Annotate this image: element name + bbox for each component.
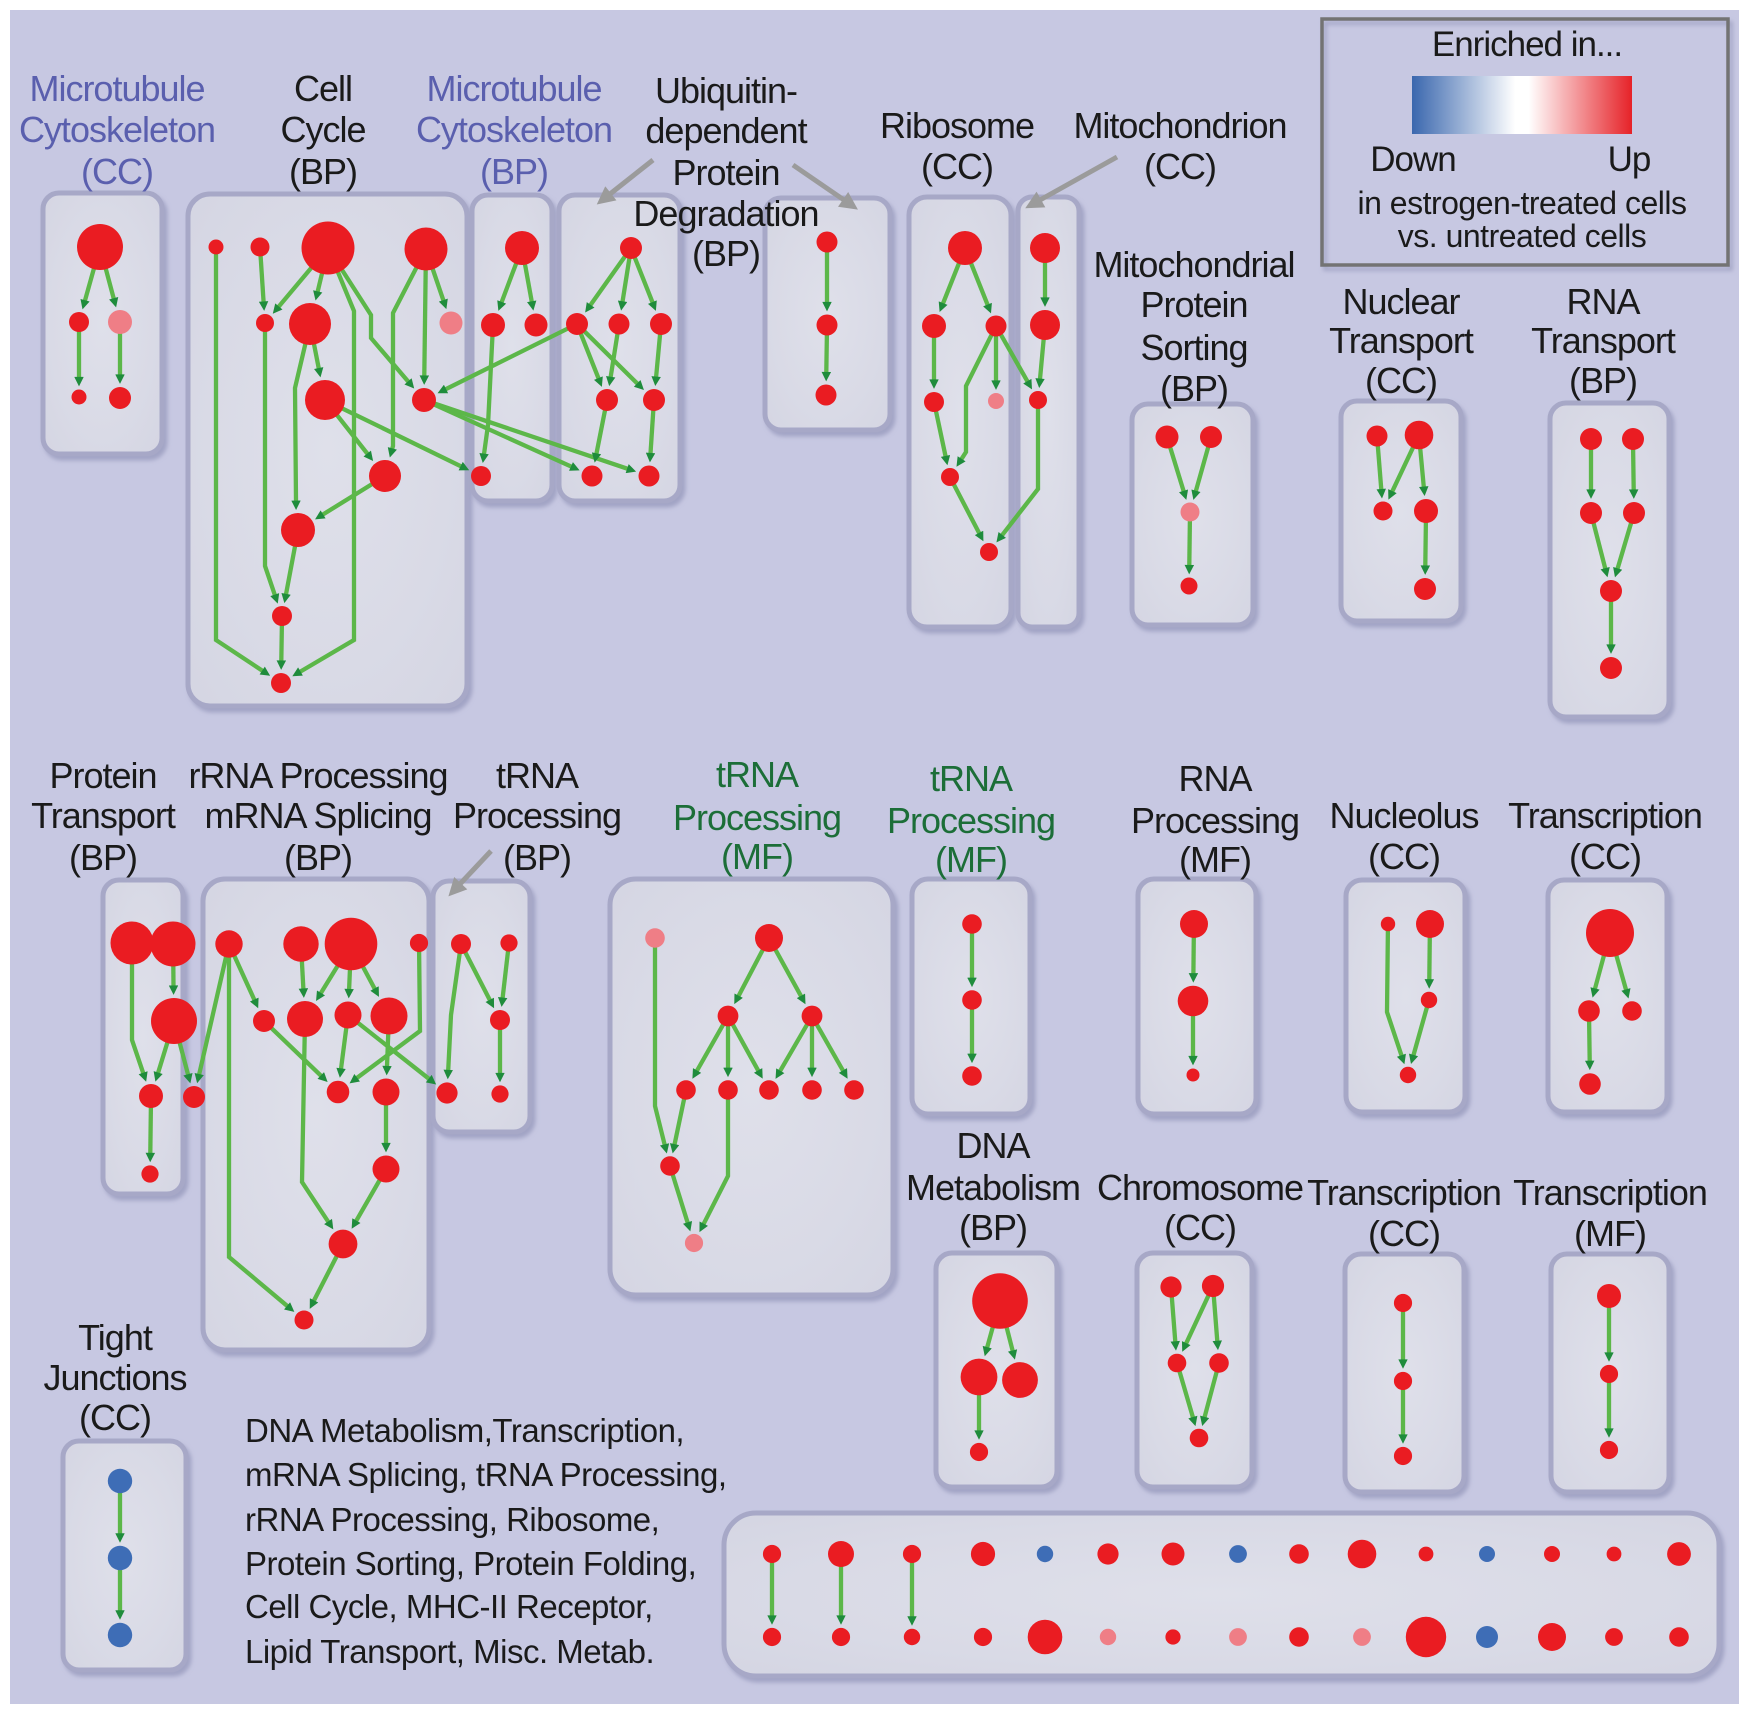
svg-text:RNA: RNA xyxy=(1566,281,1640,322)
svg-text:Chromosome: Chromosome xyxy=(1097,1167,1303,1208)
svg-text:Cell Cycle, MHC-II Receptor,: Cell Cycle, MHC-II Receptor, xyxy=(245,1588,653,1625)
svg-text:(BP): (BP) xyxy=(69,837,137,878)
svg-text:tRNA: tRNA xyxy=(930,758,1013,799)
svg-text:(BP): (BP) xyxy=(959,1207,1027,1248)
svg-text:(CC): (CC) xyxy=(1368,836,1440,877)
svg-text:Microtubule: Microtubule xyxy=(29,68,204,109)
svg-text:(CC): (CC) xyxy=(1365,360,1437,401)
svg-text:Nucleolus: Nucleolus xyxy=(1329,795,1478,836)
svg-text:DNA Metabolism,Transcription,: DNA Metabolism,Transcription, xyxy=(245,1412,684,1449)
svg-text:Enriched in...: Enriched in... xyxy=(1432,25,1622,64)
svg-text:(BP): (BP) xyxy=(1160,368,1228,409)
svg-text:Cell: Cell xyxy=(294,68,352,109)
svg-text:(BP): (BP) xyxy=(289,151,357,192)
svg-text:Cycle: Cycle xyxy=(280,109,365,150)
svg-text:Mitochondrion: Mitochondrion xyxy=(1073,105,1286,146)
svg-text:tRNA: tRNA xyxy=(496,755,579,796)
svg-text:mRNA Splicing: mRNA Splicing xyxy=(204,795,431,836)
svg-text:Junctions: Junctions xyxy=(43,1357,186,1398)
svg-text:Processing: Processing xyxy=(673,797,841,838)
svg-text:Transport: Transport xyxy=(31,795,176,836)
svg-text:Transport: Transport xyxy=(1531,320,1676,361)
svg-text:Sorting: Sorting xyxy=(1140,327,1247,368)
svg-text:Tight: Tight xyxy=(78,1317,153,1358)
svg-text:(BP): (BP) xyxy=(284,837,352,878)
svg-text:(MF): (MF) xyxy=(935,839,1007,880)
svg-text:(BP): (BP) xyxy=(1569,360,1637,401)
svg-text:(CC): (CC) xyxy=(1144,146,1216,187)
svg-text:Lipid Transport, Misc. Metab.: Lipid Transport, Misc. Metab. xyxy=(245,1633,654,1670)
svg-text:Transcription: Transcription xyxy=(1508,795,1702,836)
svg-text:Microtubule: Microtubule xyxy=(426,68,601,109)
svg-text:rRNA Processing: rRNA Processing xyxy=(188,755,447,796)
svg-text:(BP): (BP) xyxy=(480,151,548,192)
svg-text:RNA: RNA xyxy=(1178,758,1252,799)
svg-text:Metabolism: Metabolism xyxy=(906,1167,1080,1208)
svg-text:mRNA Splicing, tRNA Processing: mRNA Splicing, tRNA Processing, xyxy=(245,1456,727,1493)
svg-text:(BP): (BP) xyxy=(503,837,571,878)
svg-text:Protein Sorting, Protein Foldi: Protein Sorting, Protein Folding, xyxy=(245,1545,696,1582)
svg-text:(MF): (MF) xyxy=(721,836,793,877)
svg-text:Transport: Transport xyxy=(1329,320,1474,361)
svg-text:Protein: Protein xyxy=(1140,284,1247,325)
svg-text:tRNA: tRNA xyxy=(716,754,799,795)
svg-text:DNA: DNA xyxy=(956,1125,1030,1166)
svg-text:(CC): (CC) xyxy=(79,1397,151,1438)
svg-text:Processing: Processing xyxy=(453,795,621,836)
svg-text:Processing: Processing xyxy=(887,800,1055,841)
svg-text:in estrogen-treated cells: in estrogen-treated cells xyxy=(1357,185,1686,221)
svg-text:(CC): (CC) xyxy=(1569,836,1641,877)
svg-text:dependent: dependent xyxy=(645,110,807,151)
svg-text:(MF): (MF) xyxy=(1574,1213,1646,1254)
svg-text:Ubiquitin-: Ubiquitin- xyxy=(655,70,797,111)
svg-text:Cytoskeleton: Cytoskeleton xyxy=(416,109,612,150)
svg-text:Up: Up xyxy=(1608,140,1651,179)
svg-text:Cytoskeleton: Cytoskeleton xyxy=(19,109,215,150)
svg-text:Ribosome: Ribosome xyxy=(880,105,1034,146)
svg-text:(CC): (CC) xyxy=(1368,1213,1440,1254)
svg-text:Protein: Protein xyxy=(49,755,156,796)
svg-text:vs. untreated cells: vs. untreated cells xyxy=(1398,218,1646,254)
svg-text:Transcription: Transcription xyxy=(1513,1172,1707,1213)
svg-text:Degradation: Degradation xyxy=(633,193,818,234)
svg-text:(BP): (BP) xyxy=(692,233,760,274)
svg-text:rRNA Processing, Ribosome,: rRNA Processing, Ribosome, xyxy=(245,1501,659,1538)
svg-text:Nuclear: Nuclear xyxy=(1342,281,1460,322)
svg-text:(MF): (MF) xyxy=(1179,839,1251,880)
svg-text:Processing: Processing xyxy=(1131,800,1299,841)
svg-text:Mitochondrial: Mitochondrial xyxy=(1093,244,1294,285)
svg-text:Protein: Protein xyxy=(672,152,779,193)
svg-text:(CC): (CC) xyxy=(921,146,993,187)
svg-text:(CC): (CC) xyxy=(1164,1207,1236,1248)
svg-text:(CC): (CC) xyxy=(81,151,153,192)
svg-text:Transcription: Transcription xyxy=(1307,1172,1501,1213)
svg-text:Down: Down xyxy=(1370,140,1455,179)
